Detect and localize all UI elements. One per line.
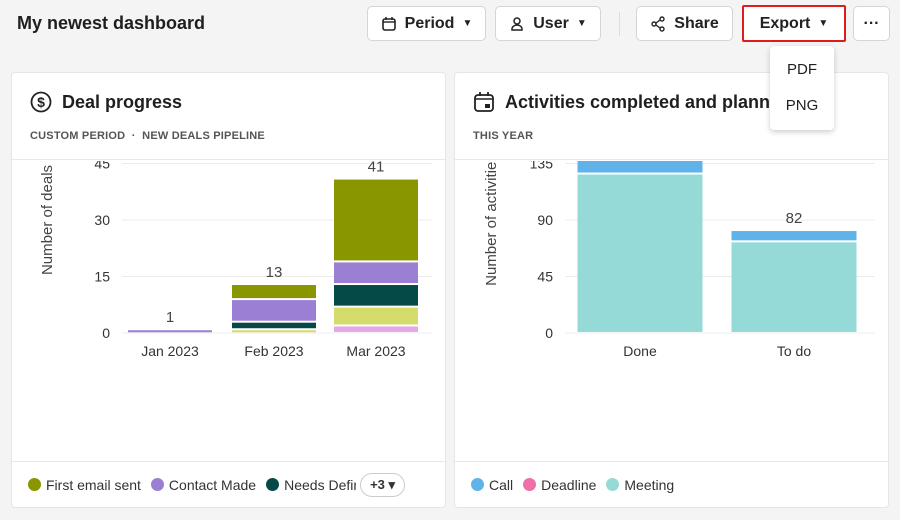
caret-down-icon: ▼: [576, 18, 587, 29]
legend-dot: [150, 478, 164, 491]
share-label: Share: [674, 14, 719, 32]
dollar-icon: $: [30, 91, 52, 113]
x-tick-label: Mar 2023: [346, 343, 405, 359]
more-icon: ···: [863, 14, 880, 32]
bar-segment: [334, 262, 418, 284]
y-tick-label: 30: [94, 212, 110, 228]
bar-total-label: 1: [166, 309, 174, 326]
divider: [619, 12, 620, 36]
export-pdf-item[interactable]: PDF: [787, 61, 817, 78]
bar-segment: [731, 242, 857, 332]
more-legend-button[interactable]: +3 ▾: [360, 472, 406, 497]
bar-total-label: 41: [368, 161, 385, 176]
period-label: Period: [404, 14, 455, 32]
y-tick-label: 45: [537, 269, 553, 285]
user-icon: [511, 16, 523, 31]
bar-segment: [334, 179, 418, 261]
bar-segment: [232, 285, 316, 299]
user-label: User: [533, 14, 569, 32]
user-button[interactable]: User ▼: [495, 6, 601, 41]
caret-down-icon: ▼: [818, 18, 829, 29]
bar-segment: [128, 330, 212, 333]
legend-dot: [471, 478, 484, 491]
legend-dot: [606, 478, 620, 491]
y-tick-label: 45: [94, 161, 110, 172]
more-options-button[interactable]: ···: [853, 6, 890, 41]
y-tick-label: 0: [102, 325, 110, 341]
export-button[interactable]: Export ▼: [742, 5, 846, 42]
bar-segment: [232, 300, 316, 321]
y-tick-label: 135: [530, 161, 554, 172]
card-title: Activities completed and planned: [505, 91, 792, 112]
card-subtitle: CUSTOM PERIOD · NEW DEALS PIPELINE: [30, 130, 265, 142]
legend-item[interactable]: Call: [471, 477, 513, 493]
legend-label: First email sent: [46, 476, 141, 493]
page-title: My newest dashboard: [17, 13, 206, 33]
x-tick-label: To do: [777, 343, 811, 359]
svg-text:$: $: [37, 94, 45, 110]
bar-segment: [334, 285, 418, 306]
activities-chart: 04590135180Number of activities170Done82…: [483, 161, 875, 359]
share-button[interactable]: Share: [636, 6, 733, 41]
legend-label: Deadline: [541, 476, 597, 493]
legend-item[interactable]: First email sent: [28, 477, 141, 493]
caret-down-icon: ▼: [462, 18, 473, 29]
legend-item[interactable]: Needs Defined: [266, 477, 356, 493]
y-tick-label: 0: [545, 325, 553, 341]
calendar-icon: [381, 16, 396, 31]
export-label: Export: [759, 14, 811, 32]
legend-dot: [28, 478, 41, 491]
x-tick-label: Feb 2023: [244, 343, 303, 359]
activities-card: Activities completed and planned THIS YE…: [454, 72, 889, 508]
legend-label: Contact Made: [168, 476, 257, 493]
bar-segment: [334, 307, 418, 325]
card-subtitle: THIS YEAR: [473, 130, 534, 142]
y-tick-label: 15: [94, 269, 110, 285]
bar-segment: [232, 330, 316, 333]
chart-legend: First email sent Contact Made Needs Defi…: [12, 461, 445, 507]
legend-dot: [266, 478, 280, 491]
deal-progress-card: $ Deal progress CUSTOM PERIOD · NEW DEALS…: [11, 72, 446, 508]
bar-segment: [577, 174, 703, 332]
legend-dot: [523, 478, 537, 491]
bar-segment: [232, 322, 316, 329]
more-legend-label: +3: [370, 476, 385, 492]
calendar-icon: [474, 92, 494, 112]
bar-segment: [577, 161, 703, 173]
period-button[interactable]: Period ▼: [367, 6, 486, 41]
legend-label: Call: [489, 476, 514, 493]
y-tick-label: 90: [537, 212, 553, 228]
x-tick-label: Done: [623, 343, 657, 359]
export-menu: PDF PNG: [770, 46, 834, 130]
legend-item[interactable]: Meeting: [606, 477, 674, 493]
share-icon: [651, 15, 665, 32]
chart-legend: Call Deadline Meeting: [455, 461, 888, 507]
y-axis-label: Number of activities: [483, 161, 500, 286]
legend-label: Meeting: [624, 476, 675, 493]
y-axis-label: Number of deals: [39, 165, 56, 275]
bar-total-label: 82: [786, 210, 803, 227]
card-title: Deal progress: [62, 91, 183, 112]
x-tick-label: Jan 2023: [141, 343, 199, 359]
bar-segment: [334, 326, 418, 332]
export-png-item[interactable]: PNG: [785, 97, 819, 114]
bar-segment: [731, 231, 857, 241]
legend-item[interactable]: Contact Made: [150, 476, 257, 493]
legend-item[interactable]: Deadline: [523, 477, 596, 493]
bar-total-label: 13: [266, 264, 283, 281]
legend-label: Needs Defined: [284, 476, 356, 493]
